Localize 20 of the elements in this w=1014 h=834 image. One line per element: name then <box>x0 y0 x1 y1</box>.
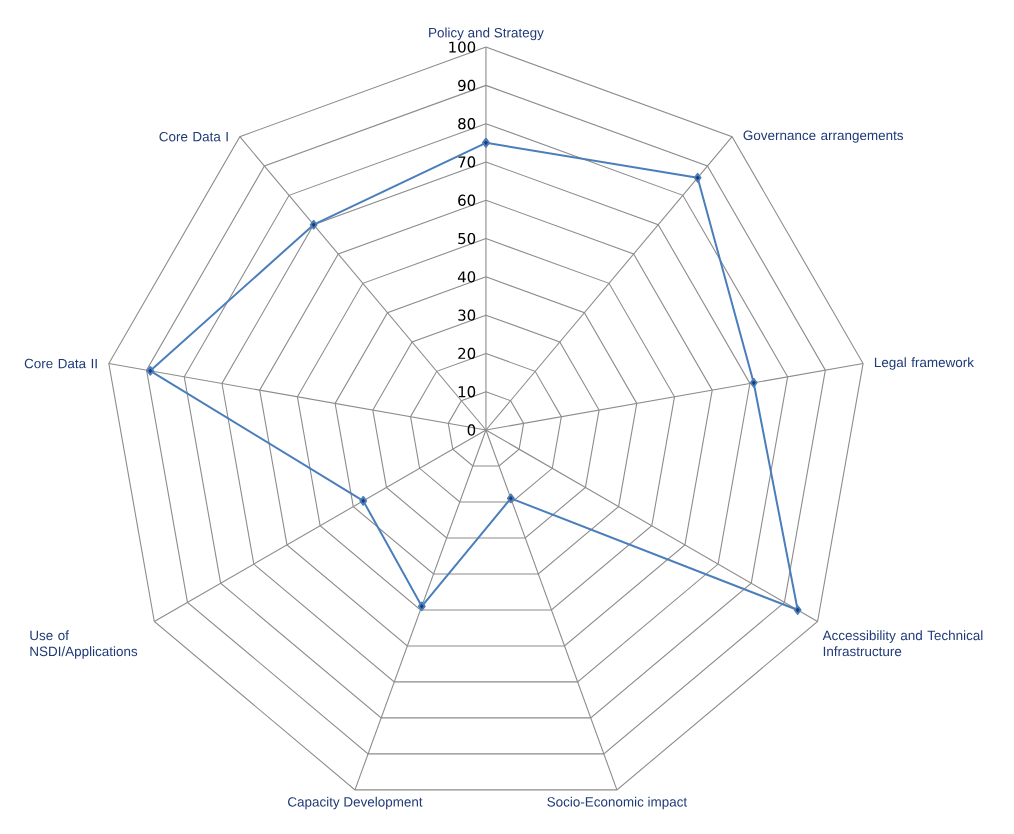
spoke-label: Accessibility and Technical Infrastructure <box>822 630 983 657</box>
spoke-label: Capacity Development <box>288 796 423 810</box>
spoke-label: Core Data II <box>24 358 97 369</box>
spoke-label: Governance arrangements <box>743 130 904 143</box>
spoke-label: Legal framework <box>874 357 974 370</box>
y-tick-label: 60 <box>458 194 476 206</box>
spoke-label: Core Data I <box>159 131 228 142</box>
y-tick-label: 90 <box>458 79 476 92</box>
y-tick-label: 70 <box>458 156 476 168</box>
spoke-label: Use of NSDI/Applications <box>30 630 138 659</box>
y-tick-label: 50 <box>458 232 476 245</box>
y-tick-label: 0 <box>467 424 476 436</box>
y-tick-label: 30 <box>458 309 476 321</box>
spoke-label: Policy and Strategy <box>429 27 544 41</box>
spoke-label: Socio-Economic impact <box>547 796 688 810</box>
y-tick-label: 100 <box>449 41 476 53</box>
y-tick-label: 40 <box>457 271 476 283</box>
y-tick-label: 80 <box>458 118 476 130</box>
y-tick-label: 10 <box>458 386 476 398</box>
y-tick-label: 20 <box>458 347 476 360</box>
